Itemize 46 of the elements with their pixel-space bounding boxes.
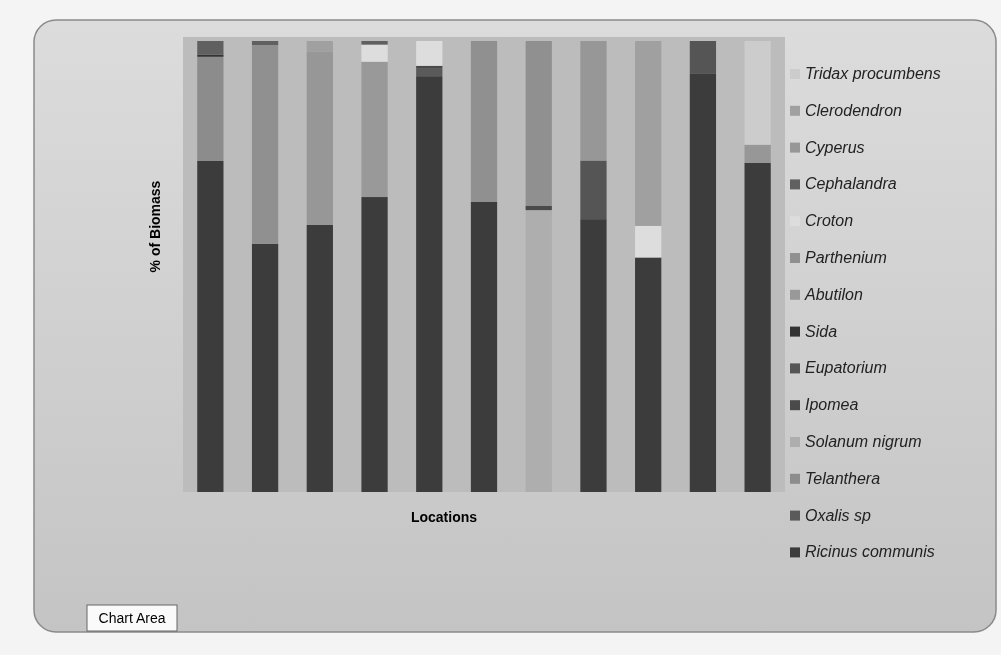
legend-label: Abutilon: [804, 285, 863, 303]
legend-label: Solanum nigrum: [805, 433, 922, 450]
bar: [525, 41, 552, 206]
bar: [251, 45, 279, 244]
bar: [635, 257, 662, 492]
bar: [416, 76, 443, 492]
bar: [306, 225, 333, 492]
x-axis-title: Locations: [410, 509, 478, 525]
bar: [416, 68, 443, 77]
legend-label: Telanthera: [805, 469, 881, 487]
bar: [744, 41, 771, 145]
legend-label: Cyperus: [805, 138, 865, 156]
bar: [251, 41, 279, 46]
legend-label: Clerodendron: [805, 101, 903, 119]
legend-label: Ipomea: [805, 396, 859, 414]
text: Chart Area: [98, 610, 166, 626]
bar: [744, 162, 771, 492]
bar: [580, 219, 607, 492]
bar: [689, 41, 717, 74]
legend-label: Eupatorium: [805, 359, 887, 377]
bar: [361, 44, 388, 62]
legend-label: Parthenium: [805, 249, 887, 266]
legend-label: Oxalis sp: [805, 506, 871, 524]
bar: [635, 225, 662, 258]
bar: [580, 160, 607, 220]
bar: [470, 41, 498, 203]
bar: [580, 41, 607, 161]
legend-label: Sida: [805, 322, 838, 340]
bar: [416, 41, 443, 66]
legend-label: Cephalandra: [805, 175, 897, 193]
bar: [470, 202, 498, 492]
bar: [361, 41, 388, 45]
bar: [635, 41, 662, 226]
legend-label: Tridax procumbens: [805, 65, 941, 82]
legend-label: Ricinus communis: [805, 543, 935, 561]
bar: [361, 61, 388, 198]
bar: [197, 56, 224, 161]
legend-label: Croton: [805, 212, 854, 230]
bar: [197, 160, 224, 492]
bar: [689, 73, 717, 492]
bar: [525, 210, 552, 492]
bar: [744, 144, 771, 163]
bar: [197, 41, 224, 55]
bar: [361, 197, 388, 492]
y-axis-title: % of Biomass: [147, 180, 163, 273]
bar: [251, 243, 279, 492]
